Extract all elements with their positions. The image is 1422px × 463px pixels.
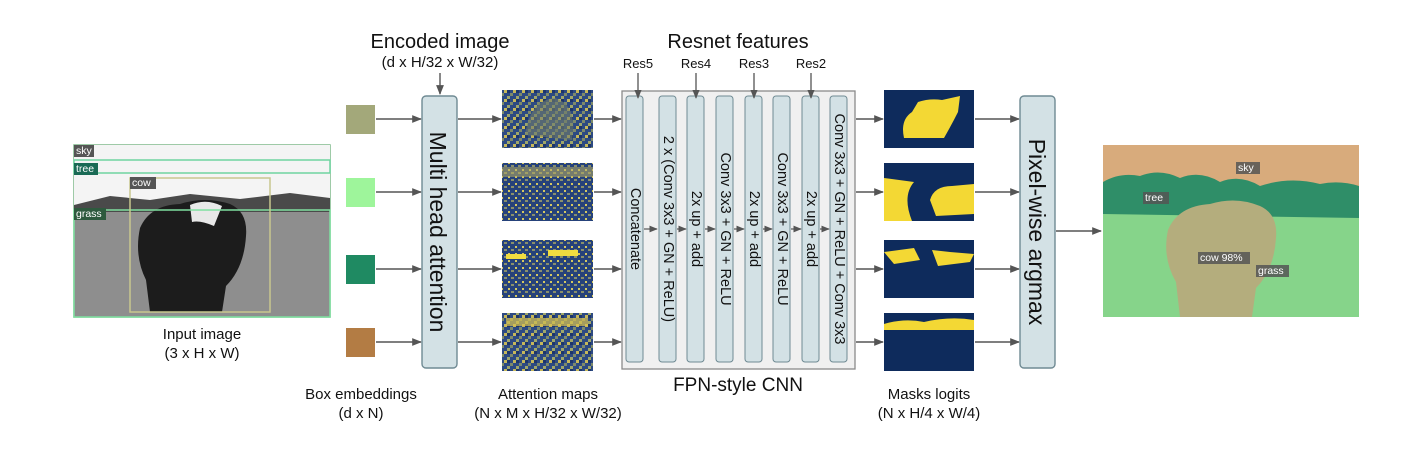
- fpn-col-label-5: 2x up + add: [746, 191, 762, 267]
- fpn-col-label-3: 2x up + add: [688, 191, 704, 267]
- box-embeddings-caption: Box embeddings: [305, 386, 417, 403]
- output-label-cow: cow 98%: [1200, 252, 1243, 264]
- res4-label: Res4: [681, 56, 711, 71]
- fpn-caption: FPN-style CNN: [673, 375, 803, 396]
- mask-logit-3: [884, 240, 974, 298]
- output-label-tree: tree: [1145, 192, 1163, 204]
- mha-label: Multi head attention: [425, 132, 451, 333]
- res2-label: Res2: [796, 56, 826, 71]
- attention-map-3: [502, 240, 593, 298]
- box-embedding-2: [346, 178, 375, 207]
- box-embedding-3: [346, 255, 375, 284]
- mask-logits: [884, 90, 974, 371]
- cow-silhouette: [138, 200, 247, 312]
- fpn-col-label-6: Conv 3x3 + GN + ReLU: [774, 152, 790, 305]
- fpn-container: [621, 90, 856, 370]
- input-caption: Input image: [163, 326, 241, 343]
- arrows-fpn-to-masks: [856, 115, 884, 346]
- encoded-subtitle: (d x H/32 x W/32): [382, 54, 499, 71]
- fpn-col-label-7: 2x up + add: [803, 191, 819, 267]
- fpn-columns: [625, 95, 848, 363]
- res3-label: Res3: [739, 56, 769, 71]
- attention-maps: [502, 90, 593, 371]
- fpn-col-conv-3: [772, 95, 791, 363]
- fpn-col-label-2: 2 x (Conv 3x3 + GN + ReLU): [660, 136, 676, 322]
- argmax-label: Pixel-wise argmax: [1024, 139, 1050, 326]
- input-image: sky tree cow grass: [73, 144, 331, 318]
- encoded-title: Encoded image: [371, 31, 510, 53]
- box-embedding-1: [346, 105, 375, 134]
- argmax-block: [1019, 95, 1056, 369]
- fpn-col-label-1: Concatenate: [627, 188, 643, 270]
- arrows-masks-to-argmax: [975, 115, 1020, 346]
- fpn-col-label-4: Conv 3x3 + GN + ReLU: [717, 152, 733, 305]
- res-arrows: [634, 73, 815, 99]
- resnet-features-title: Resnet features: [667, 31, 808, 53]
- arrows-emb-to-mha: [376, 115, 422, 346]
- input-label-sky: sky: [76, 145, 93, 157]
- output-image: sky tree cow 98% grass: [1103, 145, 1359, 317]
- fpn-col-conv-2: [715, 95, 734, 363]
- input-label-grass: grass: [76, 208, 102, 220]
- fpn-col-label-8: Conv 3x3 + GN + ReLU + Conv 3x3: [831, 114, 847, 345]
- input-label-cow: cow: [132, 177, 151, 189]
- fpn-col-conv-4: [829, 95, 848, 363]
- input-shape: (3 x H x W): [165, 345, 240, 362]
- input-label-tree: tree: [76, 163, 94, 175]
- masks-shape: (N x H/4 x W/4): [878, 405, 981, 422]
- box-embeddings-shape: (d x N): [339, 405, 384, 422]
- output-label-grass: grass: [1258, 265, 1284, 277]
- fpn-col-conv-1: [658, 95, 677, 363]
- attention-caption: Attention maps: [498, 386, 598, 403]
- arrows-mha-to-attn: [458, 115, 502, 346]
- output-label-sky: sky: [1238, 162, 1255, 174]
- mha-block: [421, 95, 458, 369]
- res5-label: Res5: [623, 56, 653, 71]
- box-embedding-4: [346, 328, 375, 357]
- arrows-attn-to-fpn: [594, 115, 622, 346]
- attention-shape: (N x M x H/32 x W/32): [474, 405, 622, 422]
- masks-caption: Masks logits: [888, 386, 971, 403]
